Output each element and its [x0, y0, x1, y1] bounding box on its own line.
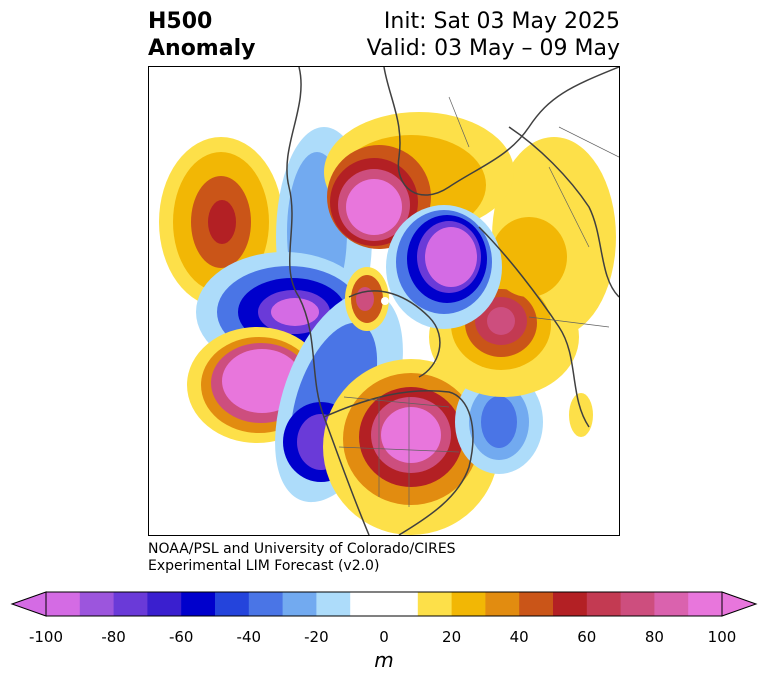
anomaly-east-atlantic-positive — [569, 393, 593, 437]
colorbar-extend-low — [10, 591, 47, 617]
colorbar-ticks: -100 -80 -60 -40 -20 0 20 40 60 80 100 — [0, 628, 768, 648]
colorbar-tick-label: 80 — [644, 628, 664, 646]
colorbar-cell — [384, 592, 419, 616]
map-title: H500 Anomaly — [148, 8, 255, 62]
colorbar-tick-label: -80 — [101, 628, 126, 646]
colorbar-cell — [282, 592, 317, 616]
credit-line2: Experimental LIM Forecast (v2.0) — [148, 558, 380, 574]
title-line2: Anomaly — [148, 36, 256, 61]
colorbar-cell — [350, 592, 385, 616]
colorbar-tick-label: -100 — [28, 628, 64, 646]
colorbar-tick-label: 40 — [509, 628, 529, 646]
credit: NOAA/PSL and University of Colorado/CIRE… — [148, 541, 456, 575]
forecast-dates: Init: Sat 03 May 2025 Valid: 03 May – 09… — [367, 8, 620, 62]
colorbar-tick-label: -40 — [236, 628, 262, 646]
anomaly-central-asia-positive — [491, 217, 567, 297]
colorbar-cell — [654, 592, 689, 616]
colorbar-cell — [485, 592, 520, 616]
colorbar-cell — [181, 592, 216, 616]
coastlines — [286, 67, 619, 535]
colorbar-cell — [316, 592, 351, 616]
borders — [338, 96, 619, 507]
colorbar-cell — [79, 592, 115, 616]
credit-line1: NOAA/PSL and University of Colorado/CIRE… — [148, 541, 456, 557]
colorbar-tick-label: -60 — [168, 628, 194, 646]
colorbar-frame — [45, 591, 723, 617]
valid-date: Valid: 03 May – 09 May — [366, 36, 620, 61]
colorbar-cell — [215, 592, 250, 616]
anomaly-north-pacific-positive — [159, 137, 283, 307]
colorbar — [10, 591, 758, 617]
colorbar-cell — [519, 592, 554, 616]
colorbar-cell — [451, 592, 486, 616]
colorbar-cell — [688, 592, 723, 616]
colorbar-cell — [586, 592, 622, 616]
colorbar-cell — [417, 592, 453, 616]
anomaly-map — [148, 66, 620, 536]
anomaly-polar-negative — [386, 205, 502, 329]
colorbar-tick-label: 0 — [379, 628, 389, 646]
init-date: Init: Sat 03 May 2025 — [383, 9, 620, 34]
colorbar-cell — [553, 592, 588, 616]
colorbar-cell — [248, 592, 284, 616]
colorbar-cell — [113, 592, 148, 616]
colorbar-cell — [46, 592, 81, 616]
colorbar-extend-high — [721, 591, 758, 617]
anomaly-north-atlantic-negative — [455, 370, 543, 474]
colorbar-tick-label: -20 — [304, 628, 329, 646]
colorbar-cell — [147, 592, 182, 616]
colorbar-tick-label: 60 — [577, 628, 597, 646]
colorbar-tick-label: 20 — [442, 628, 462, 646]
title-line1: H500 — [148, 9, 213, 34]
colorbar-label: m — [374, 648, 394, 672]
colorbar-tick-label: 100 — [707, 628, 737, 646]
colorbar-cell — [620, 592, 655, 616]
